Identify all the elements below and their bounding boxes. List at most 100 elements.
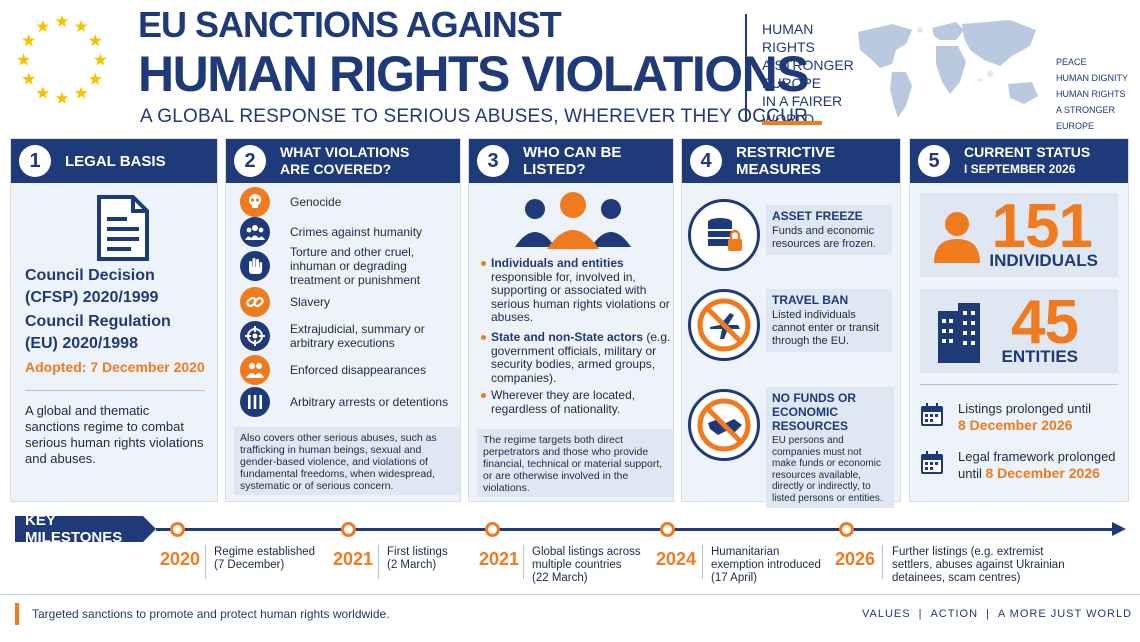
panel-title-line1: WHAT VIOLATIONS bbox=[280, 144, 410, 160]
panel-number: 4 bbox=[690, 145, 722, 177]
eu-star bbox=[74, 20, 88, 33]
building-icon bbox=[938, 303, 980, 363]
milestone-line: First listings bbox=[387, 546, 448, 558]
tagline-underline bbox=[762, 121, 822, 125]
footer-text: Targeted sanctions to promote and protec… bbox=[32, 607, 390, 621]
milestone-separator bbox=[205, 545, 206, 579]
bullet-bold: Individuals and entities bbox=[491, 256, 624, 270]
listed-note: The regime targets both direct perpetrat… bbox=[477, 429, 673, 497]
entities-count: 45 bbox=[1011, 288, 1079, 357]
violation-item: Genocide bbox=[240, 187, 460, 217]
violation-item: Torture and other cruel, inhuman or degr… bbox=[240, 245, 460, 287]
milestone-year: 2026 bbox=[835, 549, 876, 569]
violation-label: Enforced disappearances bbox=[290, 363, 427, 377]
milestone-separator bbox=[523, 545, 524, 579]
footer-value: ACTION bbox=[930, 608, 979, 620]
individuals-label: INDIVIDUALS bbox=[989, 251, 1098, 270]
footer-value: A MORE JUST WORLD bbox=[997, 608, 1133, 620]
milestone-line: Global listings across bbox=[532, 546, 641, 558]
tagline-line: A STRONGER bbox=[762, 57, 854, 73]
eu-star bbox=[88, 72, 102, 85]
violation-label: Genocide bbox=[290, 195, 342, 209]
individuals-stat: 151 INDIVIDUALS bbox=[920, 192, 1118, 277]
footer-separator: | bbox=[918, 608, 923, 620]
target-icon bbox=[240, 321, 270, 351]
document-icon bbox=[97, 195, 149, 261]
violation-item: Enforced disappearances bbox=[240, 355, 460, 385]
map-label: HUMAN RIGHTS bbox=[1056, 89, 1126, 99]
key-milestones-tip bbox=[143, 516, 156, 542]
panel-title-line1: CURRENT STATUS bbox=[964, 144, 1091, 160]
map-labels: PEACE HUMAN DIGNITY HUMAN RIGHTS A STRON… bbox=[1056, 54, 1140, 134]
timeline-dot bbox=[660, 522, 675, 537]
council-regulation-line2: (EU) 2020/1998 bbox=[25, 335, 138, 352]
panel-header: 5 CURRENT STATUS I SEPTEMBER 2026 bbox=[910, 139, 1128, 183]
listed-bullet-1: Individuals and entities responsible for… bbox=[481, 256, 671, 325]
listings-date: 8 December 2026 bbox=[958, 417, 1073, 433]
milestone-line: exemption introduced bbox=[711, 559, 821, 571]
measure-text: Funds and economic resources are frozen. bbox=[772, 225, 876, 250]
framework-text-until: until bbox=[958, 466, 982, 481]
panel-number: 2 bbox=[234, 145, 266, 177]
milestone-line: (7 December) bbox=[214, 559, 285, 571]
listed-bullet-2: State and non-State actors (e.g. governm… bbox=[481, 330, 671, 385]
violation-label: Torture and other cruel, inhuman or degr… bbox=[290, 245, 421, 287]
milestone-line: Further listings (e.g. extremist bbox=[892, 546, 1044, 558]
measure-title: TRAVEL BAN bbox=[772, 293, 849, 307]
milestone-line: multiple countries bbox=[532, 559, 622, 571]
timeline-line bbox=[156, 528, 1114, 531]
skull-icon bbox=[240, 187, 270, 217]
person-icon bbox=[934, 212, 980, 263]
milestone-separator bbox=[882, 545, 883, 579]
group-icon bbox=[240, 217, 270, 247]
violations-note: Also covers other serious abuses, such a… bbox=[234, 427, 460, 495]
panel-title: RESTRICTIVE MEASURES bbox=[736, 144, 836, 178]
framework-text: Legal framework prolonged bbox=[958, 449, 1116, 464]
adopted-date: Adopted: 7 December 2020 bbox=[25, 359, 205, 375]
timeline-arrow-icon bbox=[1112, 522, 1126, 536]
milestone-separator bbox=[378, 545, 379, 579]
milestone-separator bbox=[702, 545, 703, 579]
milestone-line: (17 April) bbox=[711, 572, 758, 584]
panel-header: 4 RESTRICTIVE MEASURES bbox=[682, 139, 900, 183]
eu-star bbox=[36, 20, 50, 33]
tagline-line: RIGHTS bbox=[762, 39, 815, 55]
panel-title: WHO CAN BE LISTED? bbox=[523, 144, 622, 178]
page-title-line1: EU SANCTIONS AGAINST bbox=[138, 4, 562, 45]
no-plane-icon bbox=[688, 289, 760, 361]
panel-current-status: 5 CURRENT STATUS I SEPTEMBER 2026 151 IN… bbox=[909, 138, 1129, 502]
framework-prolonged: Legal framework prolonged until 8 Decemb… bbox=[920, 449, 1116, 482]
footer-separator: | bbox=[986, 608, 990, 620]
entities-stat: 45 ENTITIES bbox=[920, 288, 1118, 373]
measure-text: EU persons and companies must not make f… bbox=[772, 435, 883, 504]
violation-item: Slavery bbox=[240, 287, 460, 317]
panel-restrictive-measures: 4 RESTRICTIVE MEASURES ASSET FREEZE Fund… bbox=[681, 138, 901, 508]
bullet-text: (e.g. government officials, military or … bbox=[491, 330, 671, 385]
map-label: PEACE bbox=[1056, 57, 1087, 67]
calendar-icon bbox=[921, 451, 943, 474]
violation-label: Arbitrary arrests or detentions bbox=[290, 395, 449, 409]
council-decision-label: Council Decision (CFSP) 2020/1999 bbox=[25, 265, 158, 309]
milestone-text: Global listings across multiple countrie… bbox=[532, 546, 641, 585]
measure-box: ASSET FREEZE Funds and economic resource… bbox=[766, 205, 892, 255]
tagline-line: HUMAN bbox=[762, 21, 814, 37]
people-group-icon bbox=[515, 192, 631, 249]
framework-date: 8 December 2026 bbox=[985, 465, 1100, 481]
database-lock-icon bbox=[688, 199, 760, 271]
violation-label: Slavery bbox=[290, 295, 331, 309]
footer-value: VALUES bbox=[862, 608, 911, 620]
violation-item: Crimes against humanity bbox=[240, 217, 460, 247]
eu-star bbox=[55, 14, 69, 28]
header-divider bbox=[745, 14, 747, 122]
listings-prolonged: Listings prolonged until 8 December 2026 bbox=[920, 401, 1091, 433]
panel-title-line2: ARE COVERED? bbox=[280, 161, 392, 177]
milestone-line: Regime established bbox=[214, 546, 316, 558]
milestone-line: Humanitarian bbox=[711, 546, 780, 558]
panel-title-line2: I SEPTEMBER 2026 bbox=[964, 162, 1076, 176]
entities-label: ENTITIES bbox=[1001, 347, 1078, 366]
footer-values: VALUES | ACTION | A MORE JUST WORLD bbox=[862, 608, 1132, 620]
bullet-text: responsible for, involved in, supporting… bbox=[491, 269, 670, 324]
council-decision-line1: Council Decision bbox=[25, 267, 155, 284]
council-regulation-label: Council Regulation (EU) 2020/1998 bbox=[25, 311, 171, 355]
page-subtitle: A GLOBAL RESPONSE TO SERIOUS ABUSES, WHE… bbox=[140, 106, 808, 127]
